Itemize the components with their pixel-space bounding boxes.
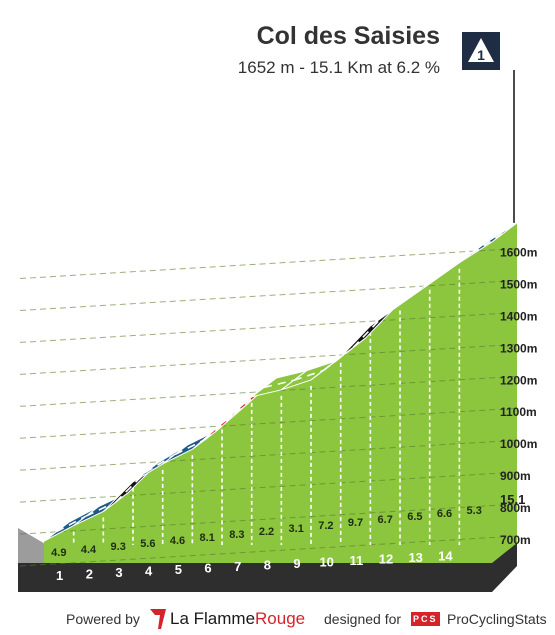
km-tick-label: 10 bbox=[319, 555, 333, 570]
elevation-profile-chart: 1 700m 800m 900m 1000m 1100m 1200m 1300m 1400m 1… bbox=[18, 32, 537, 592]
gradient-label: 4.9 bbox=[51, 547, 66, 559]
km-tick-label: 11 bbox=[349, 553, 363, 568]
gradient-label: 6.6 bbox=[437, 508, 452, 520]
road-center-line bbox=[56, 515, 87, 533]
y-grid-line bbox=[19, 439, 518, 471]
pcs-badge-icon: PCS bbox=[411, 612, 440, 626]
y-grid-line bbox=[19, 535, 518, 567]
y-grid-line bbox=[19, 343, 518, 375]
gradient-label: 3.1 bbox=[289, 523, 304, 535]
procyclingstats-brand[interactable]: ProCyclingStats bbox=[447, 611, 547, 627]
gradient-label: 5.6 bbox=[140, 538, 155, 550]
profile-base bbox=[18, 543, 517, 592]
gradient-label: 9.7 bbox=[348, 517, 363, 529]
km-tick-label: 9 bbox=[293, 556, 300, 571]
designed-for-label: designed for bbox=[324, 611, 402, 627]
summit-triangle-icon bbox=[468, 38, 494, 62]
y-grid-line bbox=[19, 279, 518, 311]
brand-accent-text: Rouge bbox=[255, 609, 306, 628]
grid-lines bbox=[19, 248, 518, 567]
y-tick-label: 1100m bbox=[500, 405, 537, 419]
y-grid-line bbox=[19, 311, 518, 343]
km-tick-label: 4 bbox=[145, 564, 153, 579]
climb-subtitle: 1652 m - 15.1 Km at 6.2 % bbox=[237, 58, 440, 77]
y-tick-label: 1200m bbox=[500, 373, 537, 387]
climb-title: Col des Saisies bbox=[256, 22, 440, 50]
gradient-label: 4.6 bbox=[170, 535, 185, 547]
y-tick-label: 700m bbox=[500, 533, 531, 547]
y-tick-label: 800m bbox=[500, 501, 531, 515]
road-center-line bbox=[293, 369, 324, 382]
footer: Powered by La FlammeRouge designed for P… bbox=[0, 606, 555, 632]
road-center-line bbox=[174, 439, 206, 456]
la-flamme-rouge-logo-icon bbox=[150, 609, 166, 629]
gradient-label: 6.5 bbox=[407, 511, 422, 523]
km-tick-label: 14 bbox=[438, 549, 453, 564]
km-tick-label: 15.1 bbox=[500, 492, 525, 507]
road-center-line bbox=[145, 453, 176, 473]
y-grid-line bbox=[19, 407, 518, 439]
km-tick-label: 6 bbox=[204, 561, 211, 576]
gradient-label: 6.7 bbox=[378, 514, 393, 526]
y-tick-label: 1300m bbox=[500, 341, 537, 355]
km-tick-label: 1 bbox=[56, 568, 63, 583]
gradient-label: 5.3 bbox=[467, 505, 482, 517]
powered-by-label: Powered by bbox=[66, 611, 140, 627]
km-tick-label: 12 bbox=[379, 552, 393, 567]
km-tick-label: 8 bbox=[264, 558, 271, 573]
profile-left-side bbox=[18, 528, 44, 563]
gradient-label: 2.2 bbox=[259, 526, 274, 538]
km-tick-label: 2 bbox=[86, 567, 93, 582]
gradient-label: 9.3 bbox=[111, 541, 126, 553]
y-tick-label: 1600m bbox=[500, 246, 537, 260]
y-grid-line bbox=[19, 471, 518, 503]
km-tick-label: 5 bbox=[175, 562, 182, 577]
y-grid-line bbox=[19, 248, 518, 280]
summit-marker: 1 bbox=[462, 32, 515, 223]
gradient-label: 8.1 bbox=[200, 532, 215, 544]
y-tick-label: 900m bbox=[500, 469, 531, 483]
road-center-line bbox=[85, 501, 117, 517]
km-tick-label: 3 bbox=[115, 565, 122, 580]
summit-category-label: 1 bbox=[477, 47, 485, 63]
road-segments bbox=[43, 222, 518, 542]
km-tick-label: 13 bbox=[408, 550, 422, 565]
y-tick-label: 1500m bbox=[500, 277, 537, 291]
km-tick-label: 7 bbox=[234, 559, 241, 574]
gradient-label: 4.4 bbox=[81, 544, 97, 556]
gradient-label: 8.3 bbox=[229, 529, 244, 541]
y-grid-line bbox=[19, 375, 518, 407]
road-center-line bbox=[263, 379, 295, 389]
gradient-label: 7.2 bbox=[318, 520, 333, 532]
brand-plain-text: La Flamme bbox=[170, 609, 256, 628]
y-tick-label: 1000m bbox=[500, 437, 537, 451]
road-center-line bbox=[471, 231, 505, 254]
road-center-line bbox=[352, 315, 384, 348]
y-tick-label: 1400m bbox=[500, 309, 537, 323]
chart-labels: 700m 800m 900m 1000m 1100m 1200m 1300m 1400m 150… bbox=[51, 246, 537, 583]
y-grid-line bbox=[19, 503, 518, 535]
la-flamme-rouge-brand[interactable]: La FlammeRouge bbox=[170, 609, 305, 629]
